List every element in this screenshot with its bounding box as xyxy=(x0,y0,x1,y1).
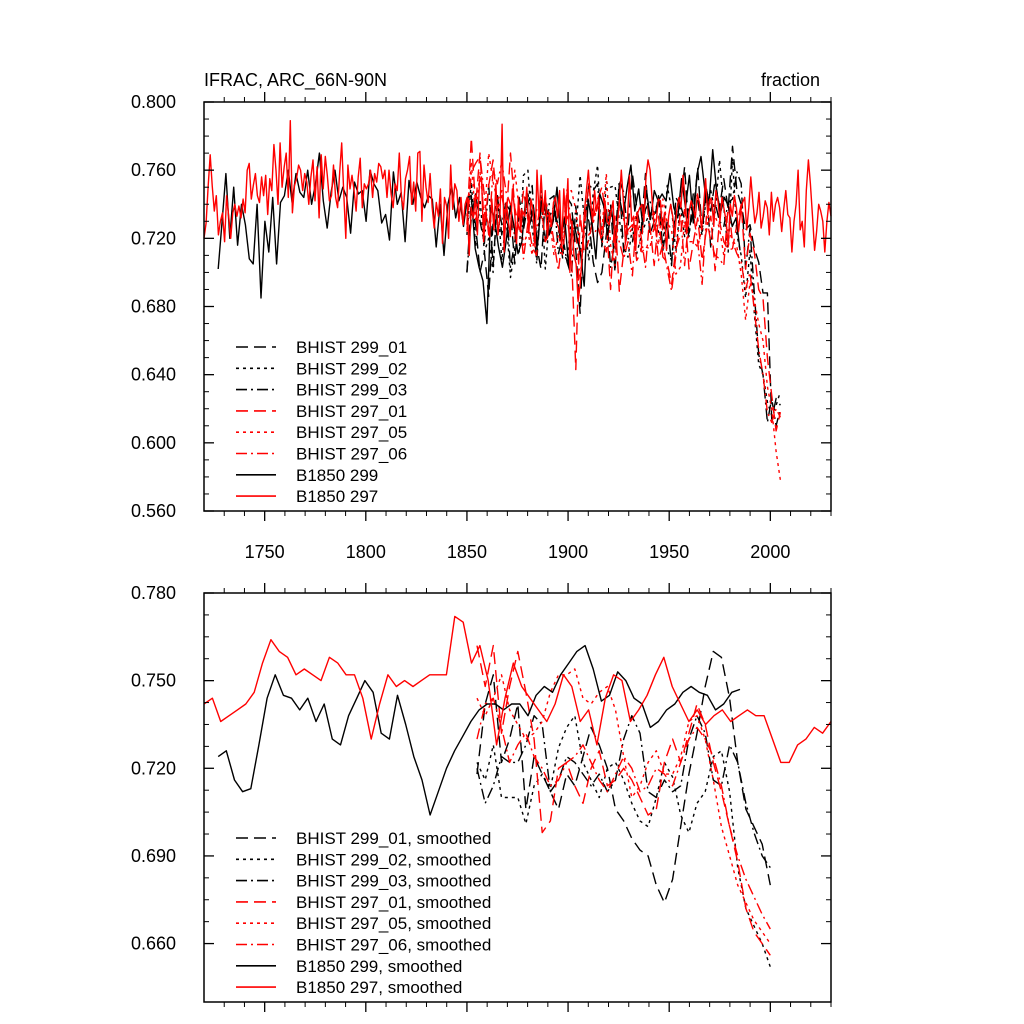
legend-label: B1850 299 xyxy=(296,466,378,485)
x-tick-label: 1950 xyxy=(649,542,689,562)
y-tick-label: 0.780 xyxy=(131,583,176,603)
legend-label: BHIST 299_02 xyxy=(296,359,407,378)
bottom-axes: 0.660 0.690 0.720 0.750 0.780 xyxy=(131,583,832,1012)
y-tick-label: 0.690 xyxy=(131,846,176,866)
series-line-bhist-299-01 xyxy=(466,145,781,420)
y-tick-label: 0.640 xyxy=(131,365,176,385)
x-tick-label: 1800 xyxy=(346,542,386,562)
series-line-bhist-297-01 xyxy=(466,137,782,432)
top-series-group xyxy=(203,119,832,481)
y-tick-label: 0.600 xyxy=(131,433,176,453)
legend-label: BHIST 297_05 xyxy=(296,423,407,442)
legend-label: B1850 297, smoothed xyxy=(296,978,462,997)
legend-label: B1850 299, smoothed xyxy=(296,957,462,976)
legend-label: BHIST 299_03, smoothed xyxy=(296,872,491,891)
y-tick-label: 0.660 xyxy=(131,934,176,954)
y-tick-label: 0.760 xyxy=(131,160,176,180)
legend-label: BHIST 299_03 xyxy=(296,381,407,400)
series-line-b1850-297-smoothed xyxy=(203,615,832,764)
x-tick-label: 1900 xyxy=(548,542,588,562)
x-tick-label: 1750 xyxy=(245,542,285,562)
legend-label: BHIST 297_01 xyxy=(296,402,407,421)
bottom-panel: 0.660 0.690 0.720 0.750 0.780 BHIST 299_01, … xyxy=(131,583,832,1012)
chart-title: IFRAC, ARC_66N-90N xyxy=(204,70,387,91)
y-tick-label: 0.800 xyxy=(131,92,176,112)
x-tick-label: 2000 xyxy=(750,542,790,562)
legend-label: BHIST 297_05, smoothed xyxy=(296,914,491,933)
top-panel: 0.560 0.600 0.640 0.680 0.720 0.760 0.800 1750 1… xyxy=(131,92,832,562)
top-axes: 0.560 0.600 0.640 0.680 0.720 0.760 0.800 1750 1… xyxy=(131,92,832,562)
series-line-b1850-297 xyxy=(203,119,832,303)
y-tick-label: 0.720 xyxy=(131,758,176,778)
legend-label: B1850 297 xyxy=(296,487,378,506)
series-line-bhist-297-06-smoothed xyxy=(476,697,771,930)
top-legend: BHIST 299_01 BHIST 299_02 BHIST 299_03 BHIS… xyxy=(236,338,407,506)
legend-label: BHIST 297_06, smoothed xyxy=(296,936,491,955)
y-tick-label: 0.560 xyxy=(131,501,176,521)
bottom-legend: BHIST 299_01, smoothed BHIST 299_02, smoo… xyxy=(236,829,491,997)
series-line-bhist-299-03-smoothed xyxy=(476,715,771,868)
legend-label: BHIST 297_06 xyxy=(296,445,407,464)
series-line-bhist-299-01-smoothed xyxy=(476,650,771,904)
units-label: fraction xyxy=(761,70,820,90)
legend-label: BHIST 299_01, smoothed xyxy=(296,829,491,848)
y-tick-label: 0.750 xyxy=(131,671,176,691)
series-line-b1850-299 xyxy=(217,148,741,325)
y-tick-label: 0.680 xyxy=(131,297,176,317)
legend-label: BHIST 297_01, smoothed xyxy=(296,893,491,912)
legend-label: BHIST 299_01 xyxy=(296,338,407,357)
bottom-series-group xyxy=(203,615,832,968)
legend-label: BHIST 299_02, smoothed xyxy=(296,850,491,869)
y-tick-label: 0.720 xyxy=(131,228,176,248)
x-tick-label: 1850 xyxy=(447,542,487,562)
series-line-b1850-299-smoothed xyxy=(217,644,741,816)
bottom-plot-frame xyxy=(203,592,832,1003)
